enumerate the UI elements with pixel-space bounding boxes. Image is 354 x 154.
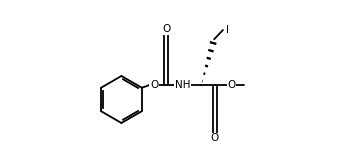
Text: O: O	[162, 24, 171, 34]
Text: O: O	[227, 80, 235, 90]
Text: O: O	[211, 133, 219, 143]
Text: O: O	[150, 80, 158, 90]
Text: I: I	[225, 25, 229, 35]
Text: NH: NH	[175, 80, 190, 90]
